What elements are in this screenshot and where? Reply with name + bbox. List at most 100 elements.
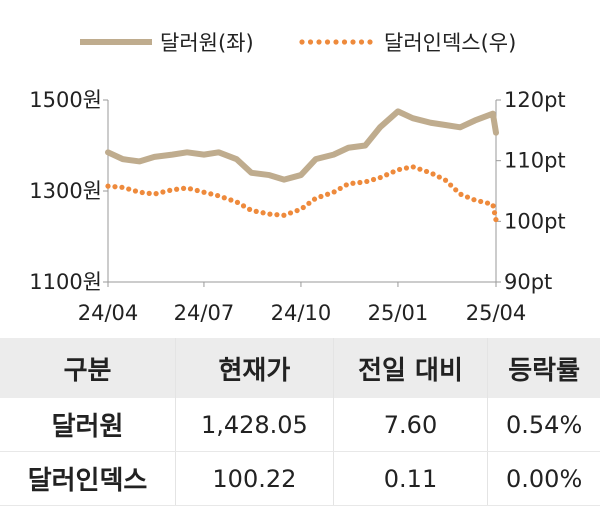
chart-legend: 달러원(좌) 달러인덱스(우): [80, 31, 516, 55]
dollar-index-dot: [493, 216, 499, 223]
legend-dot: [358, 39, 365, 45]
chart-series: [105, 108, 499, 223]
dollar-index-dot: [153, 191, 159, 197]
dollar-index-dot: [281, 212, 287, 218]
right-tick-label: 110pt: [504, 149, 566, 173]
legend-dot: [350, 39, 356, 45]
dollar-index-dot: [484, 200, 491, 206]
dollar-index-dot: [464, 194, 471, 200]
row-label: 달러원: [0, 398, 177, 452]
dollar-index-dot: [490, 203, 496, 209]
exchange-rate-chart: 달러원(좌) 달러인덱스(우) 1500원 1300원 1100원 120pt 110pt…: [29, 31, 565, 325]
usd-krw-line: [105, 108, 499, 183]
dollar-index-dot: [331, 189, 337, 195]
current-price-cell: 100.22: [175, 451, 334, 506]
dollar-index-dot: [167, 187, 173, 193]
dollar-index-dot: [126, 186, 132, 192]
dollar-index-dot: [357, 179, 363, 186]
legend-dot: [333, 39, 339, 45]
dollar-index-dot: [318, 193, 324, 200]
dollar-index-dot: [491, 210, 498, 216]
dollar-index-dot: [423, 168, 430, 175]
left-tick-label: 1100원: [29, 270, 102, 294]
legend-dot: [316, 39, 322, 45]
dollar-index-dot: [384, 172, 390, 178]
right-tick-label: 120pt: [504, 88, 566, 112]
dollar-index-dot: [370, 176, 377, 183]
dollar-index-dot: [478, 198, 484, 205]
dollar-index-dot: [300, 204, 306, 211]
dollar-index-dot: [234, 199, 241, 205]
dollar-index-dot: [274, 212, 280, 218]
legend-dot: [341, 39, 348, 45]
dollar-index-dot: [180, 185, 187, 191]
dollar-index-dot: [160, 189, 166, 195]
x-tick-label: 25/04: [466, 301, 527, 325]
dollar-index-dot: [132, 188, 139, 194]
change-cell: 7.60: [333, 398, 489, 452]
chart-axes: 1500원 1300원 1100원 120pt 110pt 100pt 90pt 24/04 2…: [29, 88, 565, 325]
legend-swatch-dollar-index: [299, 39, 373, 45]
legend-dot: [307, 39, 314, 45]
dollar-index-dot: [139, 189, 145, 196]
header-change: 전일 대비: [333, 338, 489, 398]
dollar-index-dot: [287, 210, 294, 216]
dollar-index-dot: [201, 189, 207, 195]
change-cell: 0.11: [333, 451, 489, 506]
price-table: 구분 현재가 전일 대비 등락률 달러원 1,428.05 7.60 0.54%…: [0, 338, 600, 506]
dollar-index-dot: [396, 166, 403, 173]
dollar-index-dot: [294, 207, 300, 214]
x-tick-label: 25/01: [368, 301, 429, 325]
dollar-index-dot: [410, 164, 416, 170]
dollar-index-dot: [430, 171, 436, 177]
dollar-index-dot: [240, 203, 247, 209]
dollar-index-dot: [458, 191, 464, 197]
legend-label-usd-krw: 달러원(좌): [160, 31, 254, 55]
dollar-index-dot: [453, 187, 459, 193]
dollar-index-dot: [324, 191, 331, 197]
dollar-index-dot: [228, 197, 234, 203]
dollar-index-dot: [174, 186, 180, 192]
dollar-index-dot: [112, 184, 118, 190]
change-rate-cell: 0.54%: [487, 398, 600, 452]
row-label: 달러인덱스: [0, 451, 177, 506]
dollar-index-dot: [208, 191, 214, 197]
series-usd-krw: [105, 108, 499, 183]
dollar-index-dot: [119, 184, 125, 190]
dollar-index-dot: [187, 186, 194, 192]
dollar-index-dot: [403, 165, 410, 171]
dollar-index-dot: [194, 187, 200, 194]
dollar-index-dot: [442, 177, 449, 183]
dollar-index-dot: [215, 192, 221, 199]
dollar-index-dot: [364, 178, 370, 185]
table-row: 달러인덱스 100.22 0.11 0.00%: [0, 451, 600, 506]
current-price-cell: 1,428.05: [175, 398, 334, 452]
dollar-index-dot: [311, 196, 318, 202]
dollar-index-dot: [448, 182, 454, 188]
left-tick-label: 1500원: [29, 88, 102, 112]
dollar-index-dot: [350, 180, 356, 186]
legend-dot: [367, 39, 373, 45]
x-tick-label: 24/07: [174, 301, 235, 325]
dollar-index-dot: [306, 200, 312, 206]
dollar-index-dot: [471, 197, 477, 203]
legend-dot: [324, 39, 331, 45]
right-tick-label: 100pt: [504, 209, 566, 233]
dollar-index-dot: [146, 190, 152, 196]
legend-label-dollar-index: 달러인덱스(우): [384, 31, 516, 55]
dollar-index-dot: [246, 206, 253, 212]
dollar-index-dot: [253, 208, 259, 214]
x-tick-label: 24/04: [78, 301, 139, 325]
dollar-index-dot: [105, 183, 111, 189]
dollar-index-dot: [337, 185, 343, 192]
left-tick-label: 1300원: [29, 179, 102, 203]
dollar-index-dot: [390, 169, 396, 175]
table-header-row: 구분 현재가 전일 대비 등락률: [0, 338, 600, 398]
dollar-index-dot: [267, 211, 273, 217]
legend-dot: [299, 39, 305, 45]
dollar-index-dot: [417, 166, 423, 172]
series-dollar-index: [105, 164, 499, 223]
dollar-index-dot: [260, 210, 266, 216]
dollar-index-dot: [221, 195, 227, 201]
header-change-rate: 등락률: [487, 338, 600, 398]
